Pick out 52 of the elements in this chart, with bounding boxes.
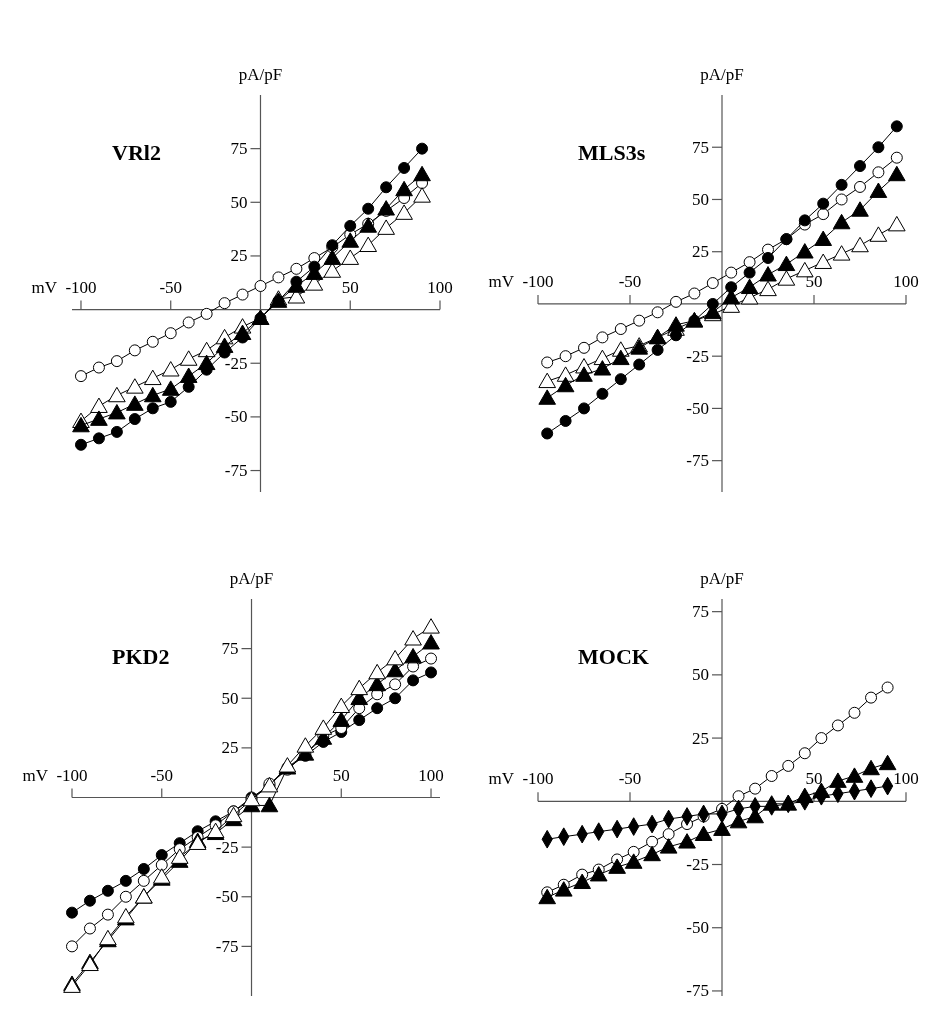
y-tick-label: -25 [224,353,248,373]
y-axis-title: pA/pF [229,569,274,588]
y-axis-title: pA/pF [700,65,744,84]
x-tick-label: 50 [805,271,823,291]
x-tick-label: 50 [805,769,823,789]
y-tick-label: 50 [230,192,248,212]
x-tick-label: -100 [56,765,88,785]
y-tick-label: 75 [692,602,709,622]
x-tick-label: -50 [150,765,174,785]
y-tick-label: 25 [230,246,248,266]
y-tick-label: -25 [215,837,239,857]
x-axis-title: mV [31,277,58,297]
y-tick-label: -50 [215,887,239,907]
x-tick-label: -100 [522,271,554,291]
text: MOCK [578,644,649,669]
y-tick-label: 75 [221,639,239,659]
x-axis-title: mV [488,769,515,789]
y-tick-label: 25 [221,738,239,758]
text: MLS3s [578,140,646,165]
x-tick-label: -50 [618,769,642,789]
y-tick-label: 75 [230,139,248,159]
y-tick-label: 50 [221,688,239,708]
y-tick-label: -25 [686,346,709,366]
y-tick-label: -75 [686,451,709,471]
text: VRl2 [112,140,161,165]
text: PKD2 [112,644,170,669]
y-tick-label: -75 [224,461,248,481]
x-tick-label: 100 [418,765,444,785]
y-tick-label: -50 [224,407,248,427]
x-axis-title: mV [22,765,49,785]
x-tick-label: 100 [893,769,919,789]
y-tick-label: -75 [215,936,239,956]
y-tick-label: 25 [692,728,709,748]
y-tick-label: 50 [692,189,709,209]
y-tick-label: 50 [692,665,709,685]
y-tick-label: -75 [686,981,709,1001]
x-tick-label: 50 [332,765,350,785]
x-tick-label: -50 [159,277,183,297]
y-tick-label: 75 [692,137,709,157]
y-axis-title: pA/pF [238,65,283,84]
x-tick-label: -100 [65,277,97,297]
x-tick-label: 50 [341,277,359,297]
y-tick-label: -25 [686,855,709,875]
x-tick-label: 100 [893,271,919,291]
x-axis-title: mV [488,271,515,291]
x-tick-label: 100 [427,277,453,297]
y-axis-title: pA/pF [700,569,744,588]
x-tick-label: -100 [522,769,554,789]
y-tick-label: -50 [686,398,709,418]
y-tick-label: 25 [692,242,709,262]
y-tick-label: -50 [686,918,709,938]
x-tick-label: -50 [618,271,642,291]
